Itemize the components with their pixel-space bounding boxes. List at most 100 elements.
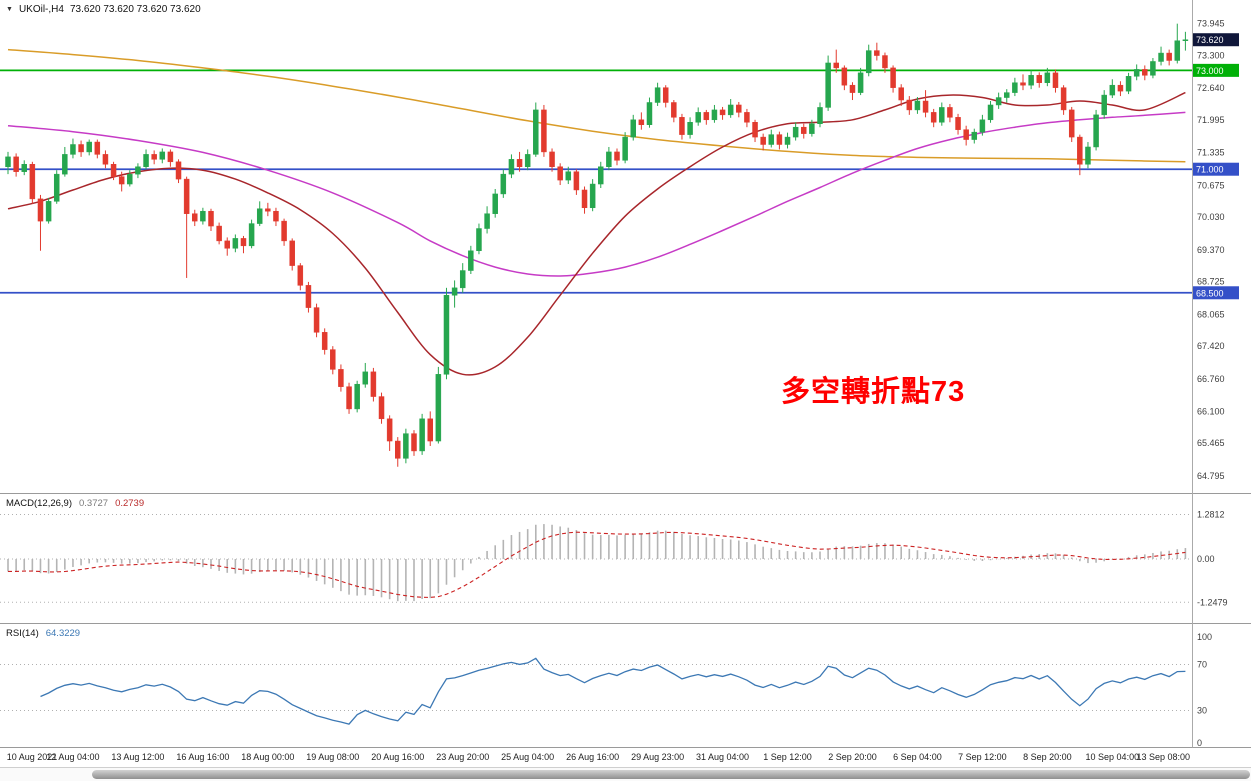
time-axis-label: 1 Sep 12:00 xyxy=(763,752,812,762)
rsi-panel[interactable]: 100 70 30 0 xyxy=(0,632,1212,748)
candle-body xyxy=(5,156,11,167)
candle-body xyxy=(930,112,937,123)
candle-body xyxy=(614,151,620,161)
candle-body xyxy=(776,134,783,145)
candle-body xyxy=(1077,136,1083,165)
horizontal-scrollbar[interactable] xyxy=(0,767,1251,781)
candle-body xyxy=(784,136,791,145)
time-axis-label: 2 Sep 20:00 xyxy=(828,752,877,762)
candle-body xyxy=(906,99,913,111)
candlesticks[interactable] xyxy=(5,23,1189,467)
candle-body xyxy=(1085,146,1091,165)
candle-body xyxy=(541,109,547,153)
candle-body xyxy=(573,171,580,191)
macd-scale-label: -1.2479 xyxy=(1197,597,1228,607)
candle-body xyxy=(524,154,531,167)
ma-line-magenta xyxy=(7,111,1186,277)
time-axis-label: 13 Aug 12:00 xyxy=(111,752,164,762)
candle-body xyxy=(370,371,377,397)
time-axis-label: 18 Aug 00:00 xyxy=(241,752,294,762)
candle-body xyxy=(1133,69,1140,77)
price-axis-label: 64.795 xyxy=(1197,471,1225,481)
macd-signal-line xyxy=(8,531,1186,598)
candle-body xyxy=(53,173,60,202)
candle-body xyxy=(630,119,636,138)
candle-body xyxy=(979,119,986,133)
candle-body xyxy=(662,87,669,103)
time-axis-label: 25 Aug 04:00 xyxy=(501,752,554,762)
candle-body xyxy=(346,386,352,410)
candle-body xyxy=(508,159,515,175)
candle-body xyxy=(727,104,734,116)
candle-body xyxy=(265,208,271,212)
candle-body xyxy=(62,154,68,175)
candle-body xyxy=(557,166,563,181)
svg-text:73.620: 73.620 xyxy=(1196,35,1224,45)
candle-body xyxy=(378,396,385,420)
price-axis-label: 65.465 xyxy=(1197,438,1225,448)
candle-body xyxy=(841,67,848,86)
rsi-header: RSI(14) 64.3229 xyxy=(6,628,80,639)
candle-body xyxy=(638,119,645,125)
candle-body xyxy=(256,208,263,224)
symbol-period-label: UKOil-,H4 xyxy=(18,4,64,15)
candle-body xyxy=(208,210,214,227)
chart-symbol-header[interactable]: ▼ UKOil-,H4 73.620 73.620 73.620 73.620 xyxy=(6,4,201,15)
time-axis-label: 31 Aug 04:00 xyxy=(696,752,749,762)
price-axis-label: 73.945 xyxy=(1197,19,1225,29)
ohlc-values: 73.620 73.620 73.620 73.620 xyxy=(69,4,201,15)
candle-body xyxy=(1142,69,1148,76)
candle-body xyxy=(833,62,839,69)
scrollbar-thumb[interactable] xyxy=(92,770,1250,779)
candle-body xyxy=(232,238,239,249)
macd-panel[interactable]: 1.2812 0.00 -1.2479 xyxy=(0,510,1228,608)
candle-body xyxy=(427,418,433,442)
candle-body xyxy=(1068,109,1075,138)
price-axis-label: 70.675 xyxy=(1197,180,1225,190)
macd-scale-label: 1.2812 xyxy=(1197,510,1225,520)
time-axis-label: 23 Aug 20:00 xyxy=(436,752,489,762)
candle-body xyxy=(768,134,775,145)
candle-body xyxy=(711,109,718,121)
price-tag: 68.500 xyxy=(1193,286,1239,300)
candle-body xyxy=(549,151,555,167)
candle-body xyxy=(1093,114,1099,148)
candle-body xyxy=(809,123,815,134)
candle-body xyxy=(216,225,222,242)
ma-line-orange xyxy=(7,48,1186,163)
candle-body xyxy=(1012,82,1018,93)
candle-body xyxy=(1109,84,1116,96)
candle-body xyxy=(110,164,117,177)
candle-body xyxy=(1044,72,1051,83)
candle-body xyxy=(500,173,507,195)
candle-body xyxy=(516,159,523,167)
rsi-scale-label: 30 xyxy=(1197,706,1207,716)
svg-text:71.000: 71.000 xyxy=(1196,165,1224,175)
candle-body xyxy=(890,67,896,88)
candle-body xyxy=(1174,40,1181,61)
candle-body xyxy=(159,151,166,160)
macd-value-signal: 0.2739 xyxy=(115,498,145,509)
time-axis-label: 13 Sep 08:00 xyxy=(1136,752,1190,762)
price-axis-label: 70.030 xyxy=(1197,212,1225,222)
candle-body xyxy=(1125,76,1132,92)
candle-body xyxy=(533,109,539,155)
candle-body xyxy=(354,383,360,410)
candle-body xyxy=(135,166,141,175)
candle-body xyxy=(183,178,190,214)
candle-body xyxy=(687,122,693,135)
macd-histogram xyxy=(7,524,1187,602)
price-axis-label: 71.335 xyxy=(1197,148,1225,158)
candle-body xyxy=(86,141,92,153)
candle-body xyxy=(752,122,758,138)
chart-dropdown-icon[interactable]: ▼ xyxy=(6,6,13,13)
macd-label: MACD(12,26,9) xyxy=(6,498,72,509)
price-axis[interactable]: 73.945 73.300 72.640 71.995 71.335 70.675 70.0… xyxy=(1193,19,1239,481)
candle-body xyxy=(484,213,490,229)
candle-body xyxy=(963,129,969,140)
candle-body xyxy=(468,250,474,271)
candle-body xyxy=(1158,52,1164,62)
candle-body xyxy=(305,285,312,308)
